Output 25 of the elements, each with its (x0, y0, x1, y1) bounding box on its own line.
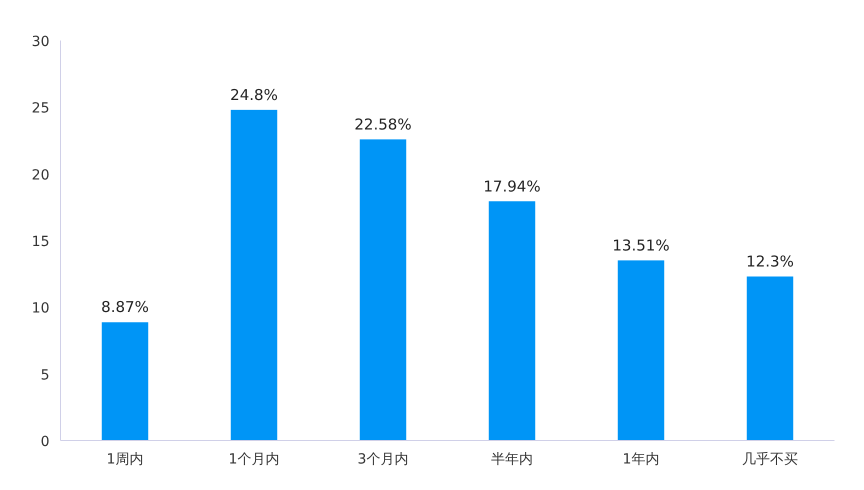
x-tick-label: 1年内 (622, 452, 660, 468)
bar (230, 110, 278, 440)
y-tick-label: 30 (32, 34, 50, 50)
bar (618, 260, 664, 440)
x-tick-label: 1个月内 (228, 452, 280, 468)
y-tick-label: 15 (32, 234, 50, 250)
bar (360, 139, 406, 440)
y-tick-label: 20 (32, 167, 50, 184)
x-tick-label: 几乎不买 (742, 452, 798, 468)
bar (102, 322, 148, 440)
data-label: 24.8% (230, 86, 278, 104)
x-tick-label: 3个月内 (358, 452, 408, 468)
y-tick-label: 5 (40, 367, 50, 384)
y-tick-label: 25 (32, 100, 50, 117)
bar (488, 201, 536, 440)
bar (746, 276, 794, 440)
x-tick-label: 1周内 (106, 452, 144, 468)
data-label: 22.58% (354, 115, 412, 134)
y-tick-label: 0 (40, 434, 50, 450)
data-label: 8.87% (101, 298, 149, 316)
data-label: 12.3% (746, 252, 794, 270)
y-tick-label: 10 (32, 300, 50, 317)
x-tick-label: 半年内 (491, 452, 533, 468)
data-label: 17.94% (483, 177, 541, 196)
data-label: 13.51% (612, 236, 670, 254)
